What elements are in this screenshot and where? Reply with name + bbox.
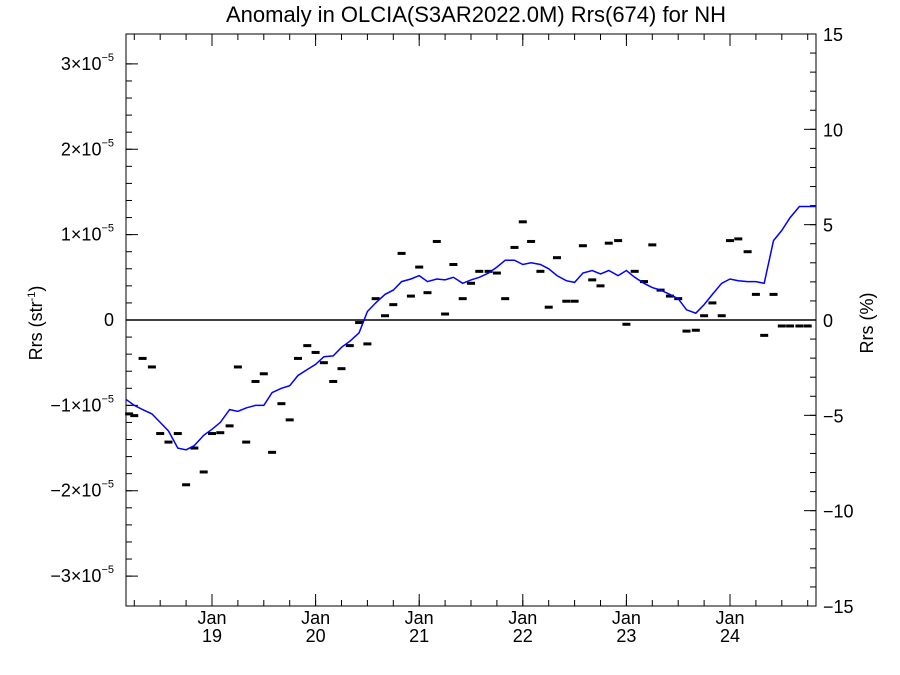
- left-y-axis: 3×10−5 2×10−5 1×10−5 0 −1×10−5 −2×10−5 −3×10−5: [50, 52, 138, 586]
- smoothed-anomaly-line: [125, 205, 816, 451]
- x-tick-year: 24: [720, 626, 740, 646]
- right-tick-label: −15: [823, 597, 854, 617]
- x-tick-year: 19: [202, 626, 222, 646]
- right-tick-label: 15: [823, 25, 843, 45]
- right-y-axis: 15 10 5 0 −5 −10 −15: [804, 25, 854, 617]
- right-tick-label: −10: [823, 502, 854, 522]
- left-tick-label: 2×10−5: [61, 137, 114, 159]
- x-tick-month: Jan: [197, 608, 226, 628]
- right-tick-label: 10: [823, 120, 843, 140]
- left-tick-label: 3×10−5: [61, 52, 114, 74]
- x-tick-year: 22: [513, 626, 533, 646]
- x-tick-year: 23: [616, 626, 636, 646]
- left-tick-label: −2×10−5: [50, 479, 114, 501]
- chart-title: Anomaly in OLCIA(S3AR2022.0M) Rrs(674) f…: [226, 2, 726, 27]
- right-tick-label: −5: [823, 406, 844, 426]
- right-tick-label: 0: [823, 311, 833, 331]
- left-tick-label: 1×10−5: [61, 223, 114, 245]
- x-tick-month: Jan: [405, 608, 434, 628]
- left-tick-label: −1×10−5: [50, 393, 114, 415]
- left-tick-label: −3×10−5: [50, 564, 114, 586]
- x-tick-year: 20: [306, 626, 326, 646]
- left-tick-label: 0: [104, 310, 114, 330]
- monthly-anomaly-markers: [125, 220, 812, 487]
- x-tick-month: Jan: [508, 608, 537, 628]
- x-tick-year: 21: [409, 626, 429, 646]
- x-tick-month: Jan: [715, 608, 744, 628]
- right-tick-label: 5: [823, 216, 833, 236]
- x-tick-month: Jan: [301, 608, 330, 628]
- right-y-axis-label: Rrs (%): [857, 293, 877, 354]
- left-y-axis-label: Rrs (str-1): [26, 286, 46, 361]
- x-tick-month: Jan: [612, 608, 641, 628]
